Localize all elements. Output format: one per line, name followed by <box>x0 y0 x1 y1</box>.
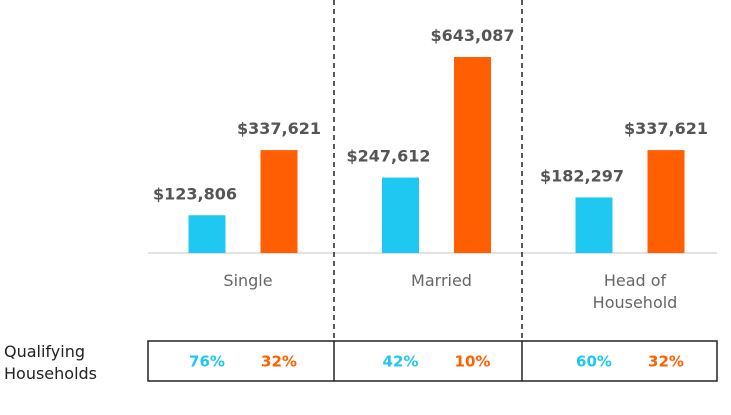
table-cell: 60% <box>576 353 612 371</box>
bar <box>188 215 226 253</box>
row-label: Qualifying Households <box>4 342 98 383</box>
data-label: $123,806 <box>153 184 237 203</box>
data-label: $337,621 <box>624 119 708 138</box>
table-box <box>147 340 718 382</box>
data-label: $182,297 <box>540 166 624 185</box>
bar <box>647 150 685 253</box>
data-label: $643,087 <box>430 26 514 45</box>
table-cell: 76% <box>189 353 225 371</box>
bar <box>382 177 419 253</box>
category-label: Married <box>411 271 472 290</box>
data-label: $247,612 <box>346 147 430 166</box>
bar <box>260 150 298 253</box>
bar <box>454 57 491 253</box>
category-label: Head of Household <box>592 271 678 312</box>
table-cell: 32% <box>261 353 297 371</box>
category-label: Single <box>223 271 273 290</box>
data-label: $337,621 <box>237 119 321 138</box>
bar <box>575 197 613 253</box>
table-cell: 32% <box>648 353 684 371</box>
table-cell: 42% <box>383 353 419 371</box>
table-cell: 10% <box>455 353 491 371</box>
